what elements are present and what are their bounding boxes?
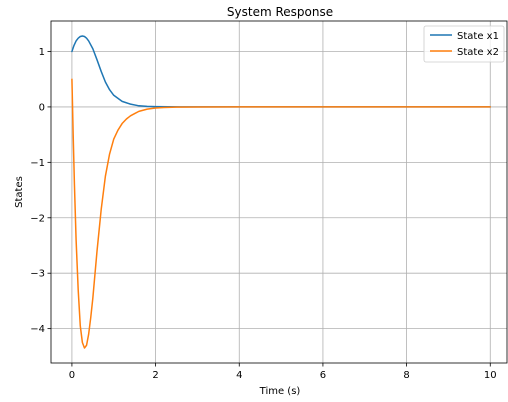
- x-tick-label: 10: [484, 370, 497, 381]
- y-tick-label: −2: [30, 213, 45, 224]
- x-tick-label: 4: [236, 370, 242, 381]
- grid: [51, 21, 507, 363]
- y-tick-label: −3: [30, 269, 45, 280]
- legend: State x1 State x2: [423, 25, 505, 63]
- legend-label-x1: State x1: [457, 31, 499, 42]
- y-ticks: 1 0 −1 −2 −3 −4: [30, 47, 51, 335]
- x-axis-label: Time (s): [259, 386, 301, 397]
- x-tick-label: 6: [320, 370, 326, 381]
- y-tick-label: 1: [39, 47, 45, 58]
- y-tick-label: 0: [39, 102, 45, 113]
- y-tick-label: −1: [30, 158, 45, 169]
- x-ticks: 0 2 4 6 8 10: [69, 363, 497, 381]
- plot-lines: [71, 35, 492, 349]
- x-tick-label: 8: [403, 370, 409, 381]
- x-tick-label: 0: [69, 370, 75, 381]
- chart-title: System Response: [227, 5, 333, 19]
- legend-label-x2: State x2: [457, 47, 499, 58]
- plot-frame: [50, 20, 508, 364]
- y-tick-label: −4: [30, 324, 45, 335]
- series-line-x2: [71, 78, 492, 349]
- x-tick-label: 2: [152, 370, 158, 381]
- y-axis-label: States: [14, 176, 25, 208]
